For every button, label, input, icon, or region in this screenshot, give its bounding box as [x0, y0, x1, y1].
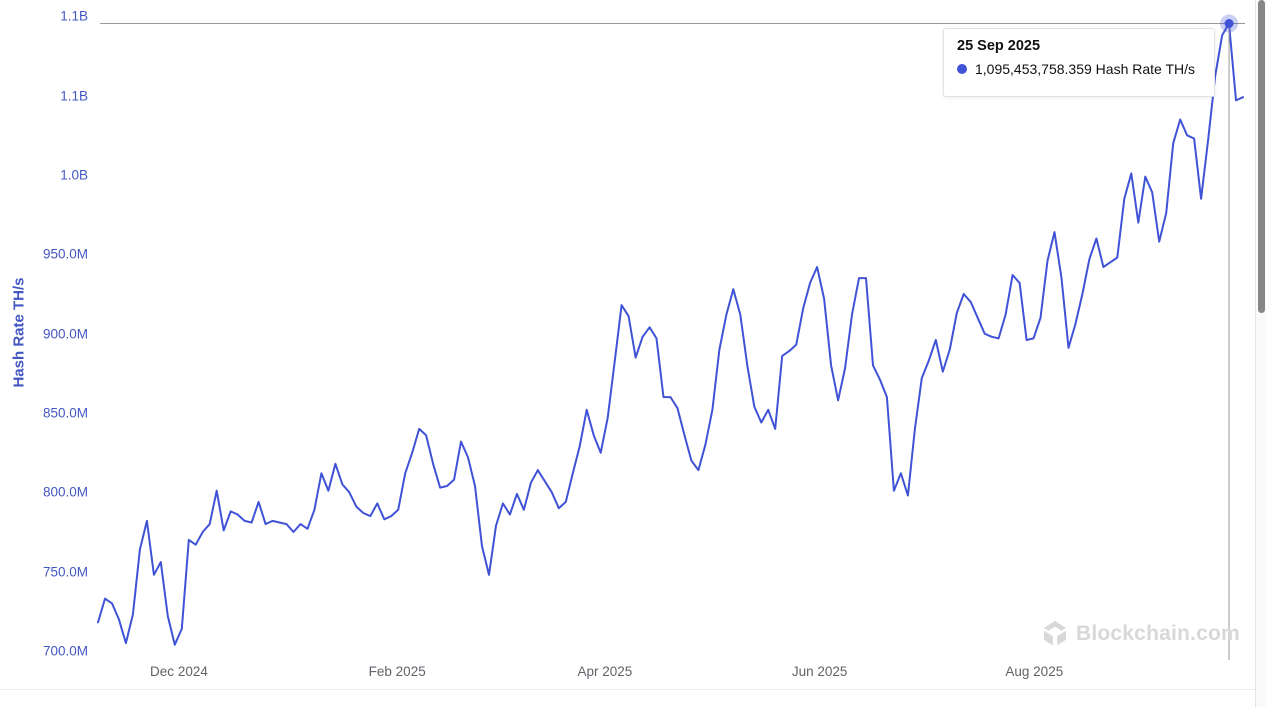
x-tick-label: Dec 2024: [150, 664, 208, 679]
y-tick-label: 1.1B: [60, 88, 88, 104]
tooltip: 25 Sep 2025 1,095,453,758.359 Hash Rate …: [943, 28, 1215, 97]
hover-point-dot: [1224, 19, 1234, 29]
hash-rate-line: [97, 22, 1244, 646]
y-tick-label: 850.0M: [42, 405, 88, 421]
tooltip-date: 25 Sep 2025: [957, 38, 1041, 54]
y-tick-label: 750.0M: [42, 564, 88, 580]
x-tick-label: Apr 2025: [577, 664, 633, 679]
y-tick-label: 950.0M: [42, 246, 88, 262]
scrollbar-track[interactable]: [1255, 0, 1266, 707]
scrollbar-thumb[interactable]: [1258, 0, 1265, 313]
watermark: Blockchain.com: [1042, 620, 1240, 647]
y-tick-label: 800.0M: [42, 484, 88, 500]
x-tick-label: Jun 2025: [791, 664, 848, 679]
blockchain-logo-icon: [1044, 621, 1066, 646]
bottom-divider: [0, 689, 1266, 690]
series-marker-icon: [957, 64, 967, 74]
x-tick-label: Aug 2025: [1005, 664, 1064, 679]
tooltip-value: 1,095,453,758.359 Hash Rate TH/s: [975, 61, 1196, 77]
y-tick-label: 700.0M: [42, 643, 88, 659]
y-tick-label: 900.0M: [42, 326, 88, 342]
x-tick-label: Feb 2025: [368, 664, 426, 679]
watermark-text: Blockchain.com: [1076, 621, 1240, 645]
y-tick-label: 1.0B: [60, 167, 88, 183]
tooltip-value-row: 1,095,453,758.359 Hash Rate TH/s: [957, 61, 1201, 77]
y-tick-label: 1.1B: [60, 8, 88, 24]
